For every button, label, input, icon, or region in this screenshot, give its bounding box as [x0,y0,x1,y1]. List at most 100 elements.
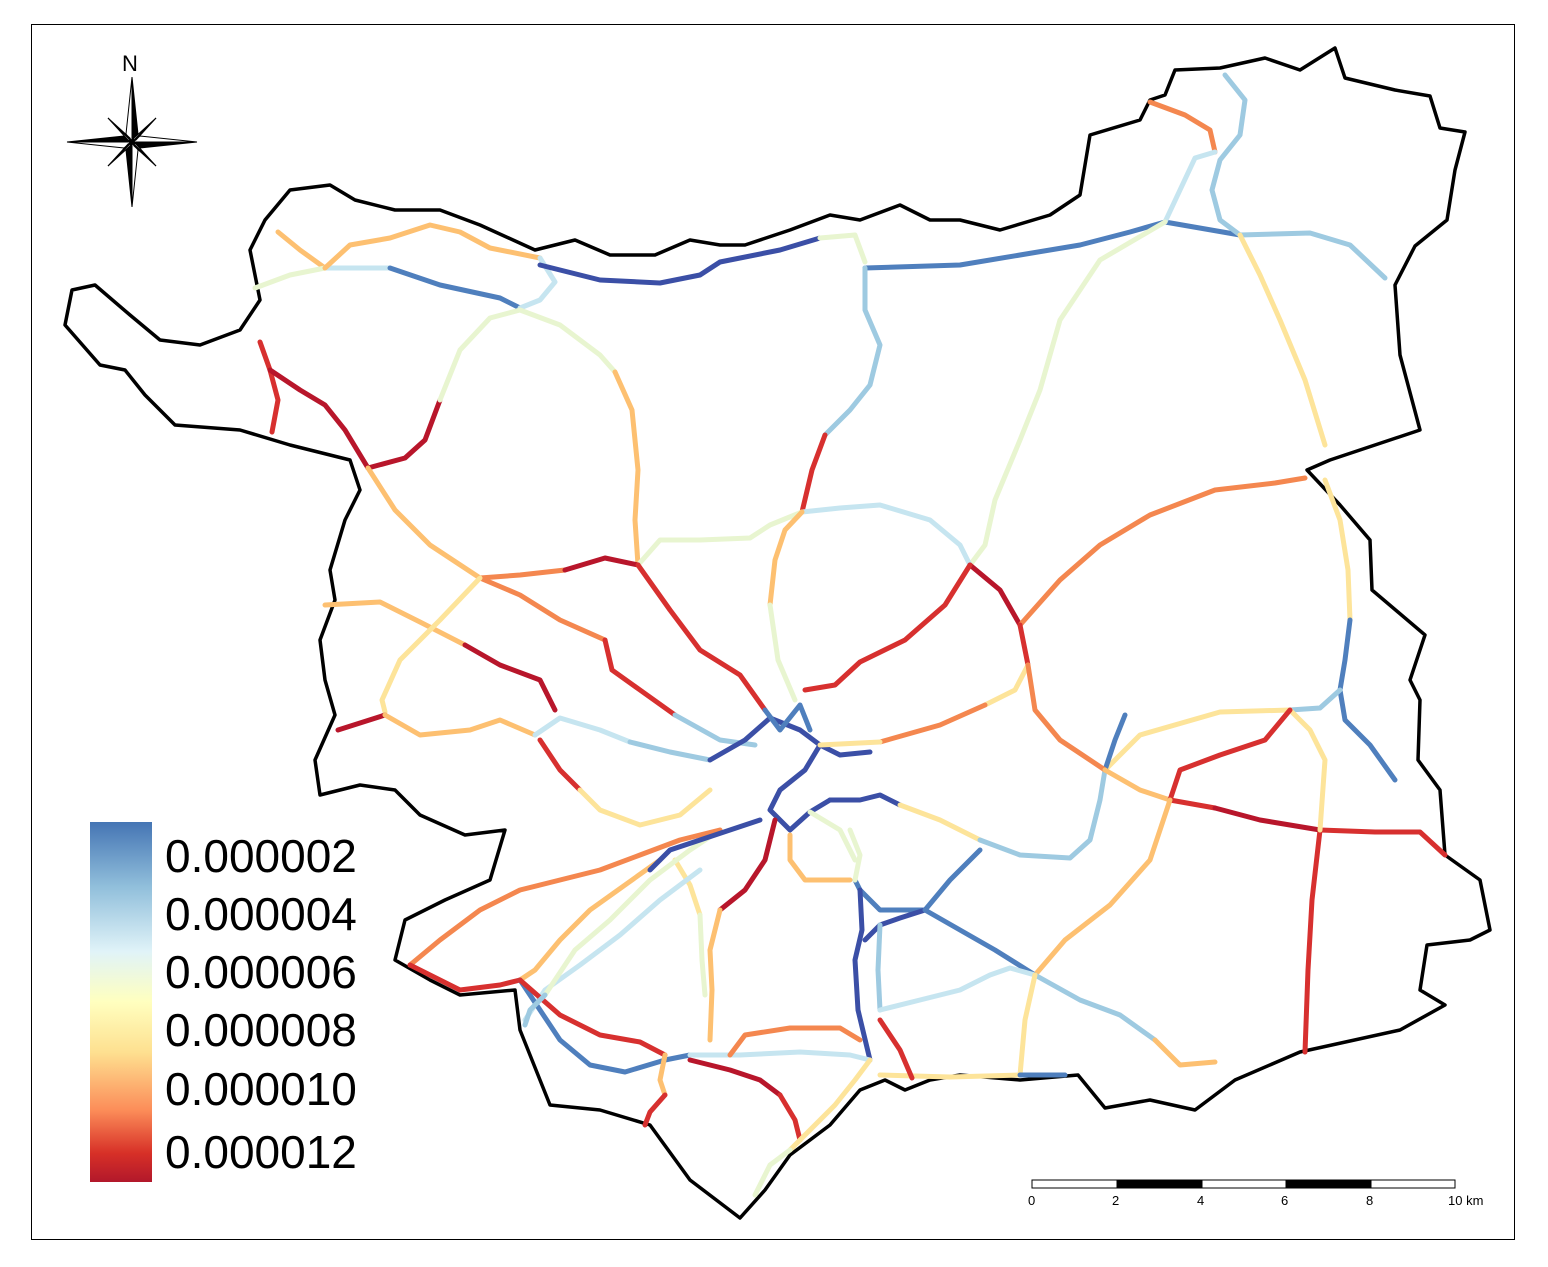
scale-label: 2 [1112,1193,1119,1208]
road-segment [322,222,543,271]
legend-label: 0.000010 [165,1063,357,1115]
road-segment [687,1049,873,1063]
road-segment [517,857,663,983]
road-segment [727,1025,863,1058]
road-segment [672,857,703,918]
road-segment [1017,622,1031,668]
road-segment [862,219,1168,271]
road-segment [967,219,1168,568]
road-segment [862,907,928,943]
road-segment [1167,797,1218,811]
road-segment [635,509,805,568]
road-segment [1162,219,1243,238]
road-segment [1237,230,1388,281]
road-segment [1167,707,1293,803]
road-segment [1032,972,1158,1043]
road-segment [477,567,568,581]
road-segment [635,562,768,713]
road-segment [707,715,833,833]
legend-label: 0.000004 [165,888,357,940]
road-segment [517,255,558,311]
road-segment [387,265,523,311]
road-segment [787,1057,873,1153]
road-segment [1032,797,1173,978]
road-segment [707,907,723,1043]
road-segment [1162,149,1218,225]
scale-label: 4 [1197,1193,1204,1208]
road-segment [697,912,708,998]
road-segment [817,742,873,758]
road-segment [522,992,548,1028]
road-segment [602,637,678,718]
road-segment [252,265,328,291]
road-segment [1287,687,1343,713]
road-segment [982,662,1031,708]
road-segment [977,767,1108,861]
road-segment [267,367,371,471]
road-segment [877,1017,915,1081]
road-segment [762,702,813,733]
road-segment [852,887,873,1063]
road-segment [787,832,853,883]
road-segment [275,229,328,271]
road-segment [847,827,863,883]
road-segment [382,712,538,738]
scale-label: 8 [1366,1193,1373,1208]
road-segment [612,369,641,568]
road-segment [532,715,633,745]
road-segment [1302,827,1323,1055]
north-label: N [122,51,138,76]
road-segment [365,397,443,471]
road-network [252,72,1448,1198]
scale-bar: 0 2 4 6 8 10 km [1028,1179,1483,1208]
road-segment [922,907,1038,978]
road-segment [1322,477,1353,623]
legend-colorbar [90,822,152,1182]
road-segment [1102,767,1173,803]
road-segment [767,509,805,608]
road-segment [1337,617,1398,783]
road-segment [802,562,973,693]
road-segment [365,465,483,581]
road-segment [827,792,903,808]
legend-label: 0.000008 [165,1004,357,1056]
road-segment [517,977,668,1058]
road-segment [799,502,973,568]
road-segment [1317,827,1448,858]
road-segment [1102,712,1128,773]
legend: 0.000002 0.000004 0.000006 0.000008 0.00… [90,822,357,1182]
road-segment [807,809,858,863]
road-segment [335,712,388,733]
road-segment [1212,805,1323,833]
road-segment [462,642,558,713]
road-segment [817,232,868,265]
road-segment [407,962,523,993]
road-segment [817,739,883,748]
road-segment [822,265,883,438]
map-frame [31,24,1515,1240]
road-segment [647,817,763,873]
road-segment [752,1147,793,1198]
road-segment [1017,972,1038,1078]
road-segment [877,1072,1023,1080]
road-segment [322,599,468,648]
road-segment [852,847,983,913]
road-segment [379,575,483,715]
legend-label: 0.000012 [165,1126,357,1178]
road-segment [1152,1037,1218,1068]
road-segment [1102,707,1293,773]
scale-label: 6 [1281,1193,1288,1208]
road-segment [877,702,988,745]
road-segment [777,1092,803,1143]
road-segment [1237,232,1328,448]
road-segment [1287,707,1328,833]
road-segment [627,739,713,763]
legend-label: 0.000002 [165,830,357,882]
road-segment [1017,475,1308,628]
road-segment [562,555,641,573]
road-segment [967,562,1023,628]
road-segment [257,339,281,435]
road-segment [767,602,798,703]
north-arrow-icon [66,76,198,208]
